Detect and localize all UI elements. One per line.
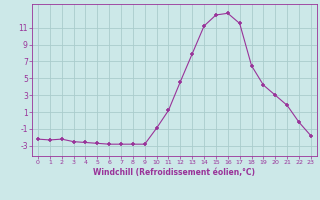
X-axis label: Windchill (Refroidissement éolien,°C): Windchill (Refroidissement éolien,°C) [93,168,255,177]
